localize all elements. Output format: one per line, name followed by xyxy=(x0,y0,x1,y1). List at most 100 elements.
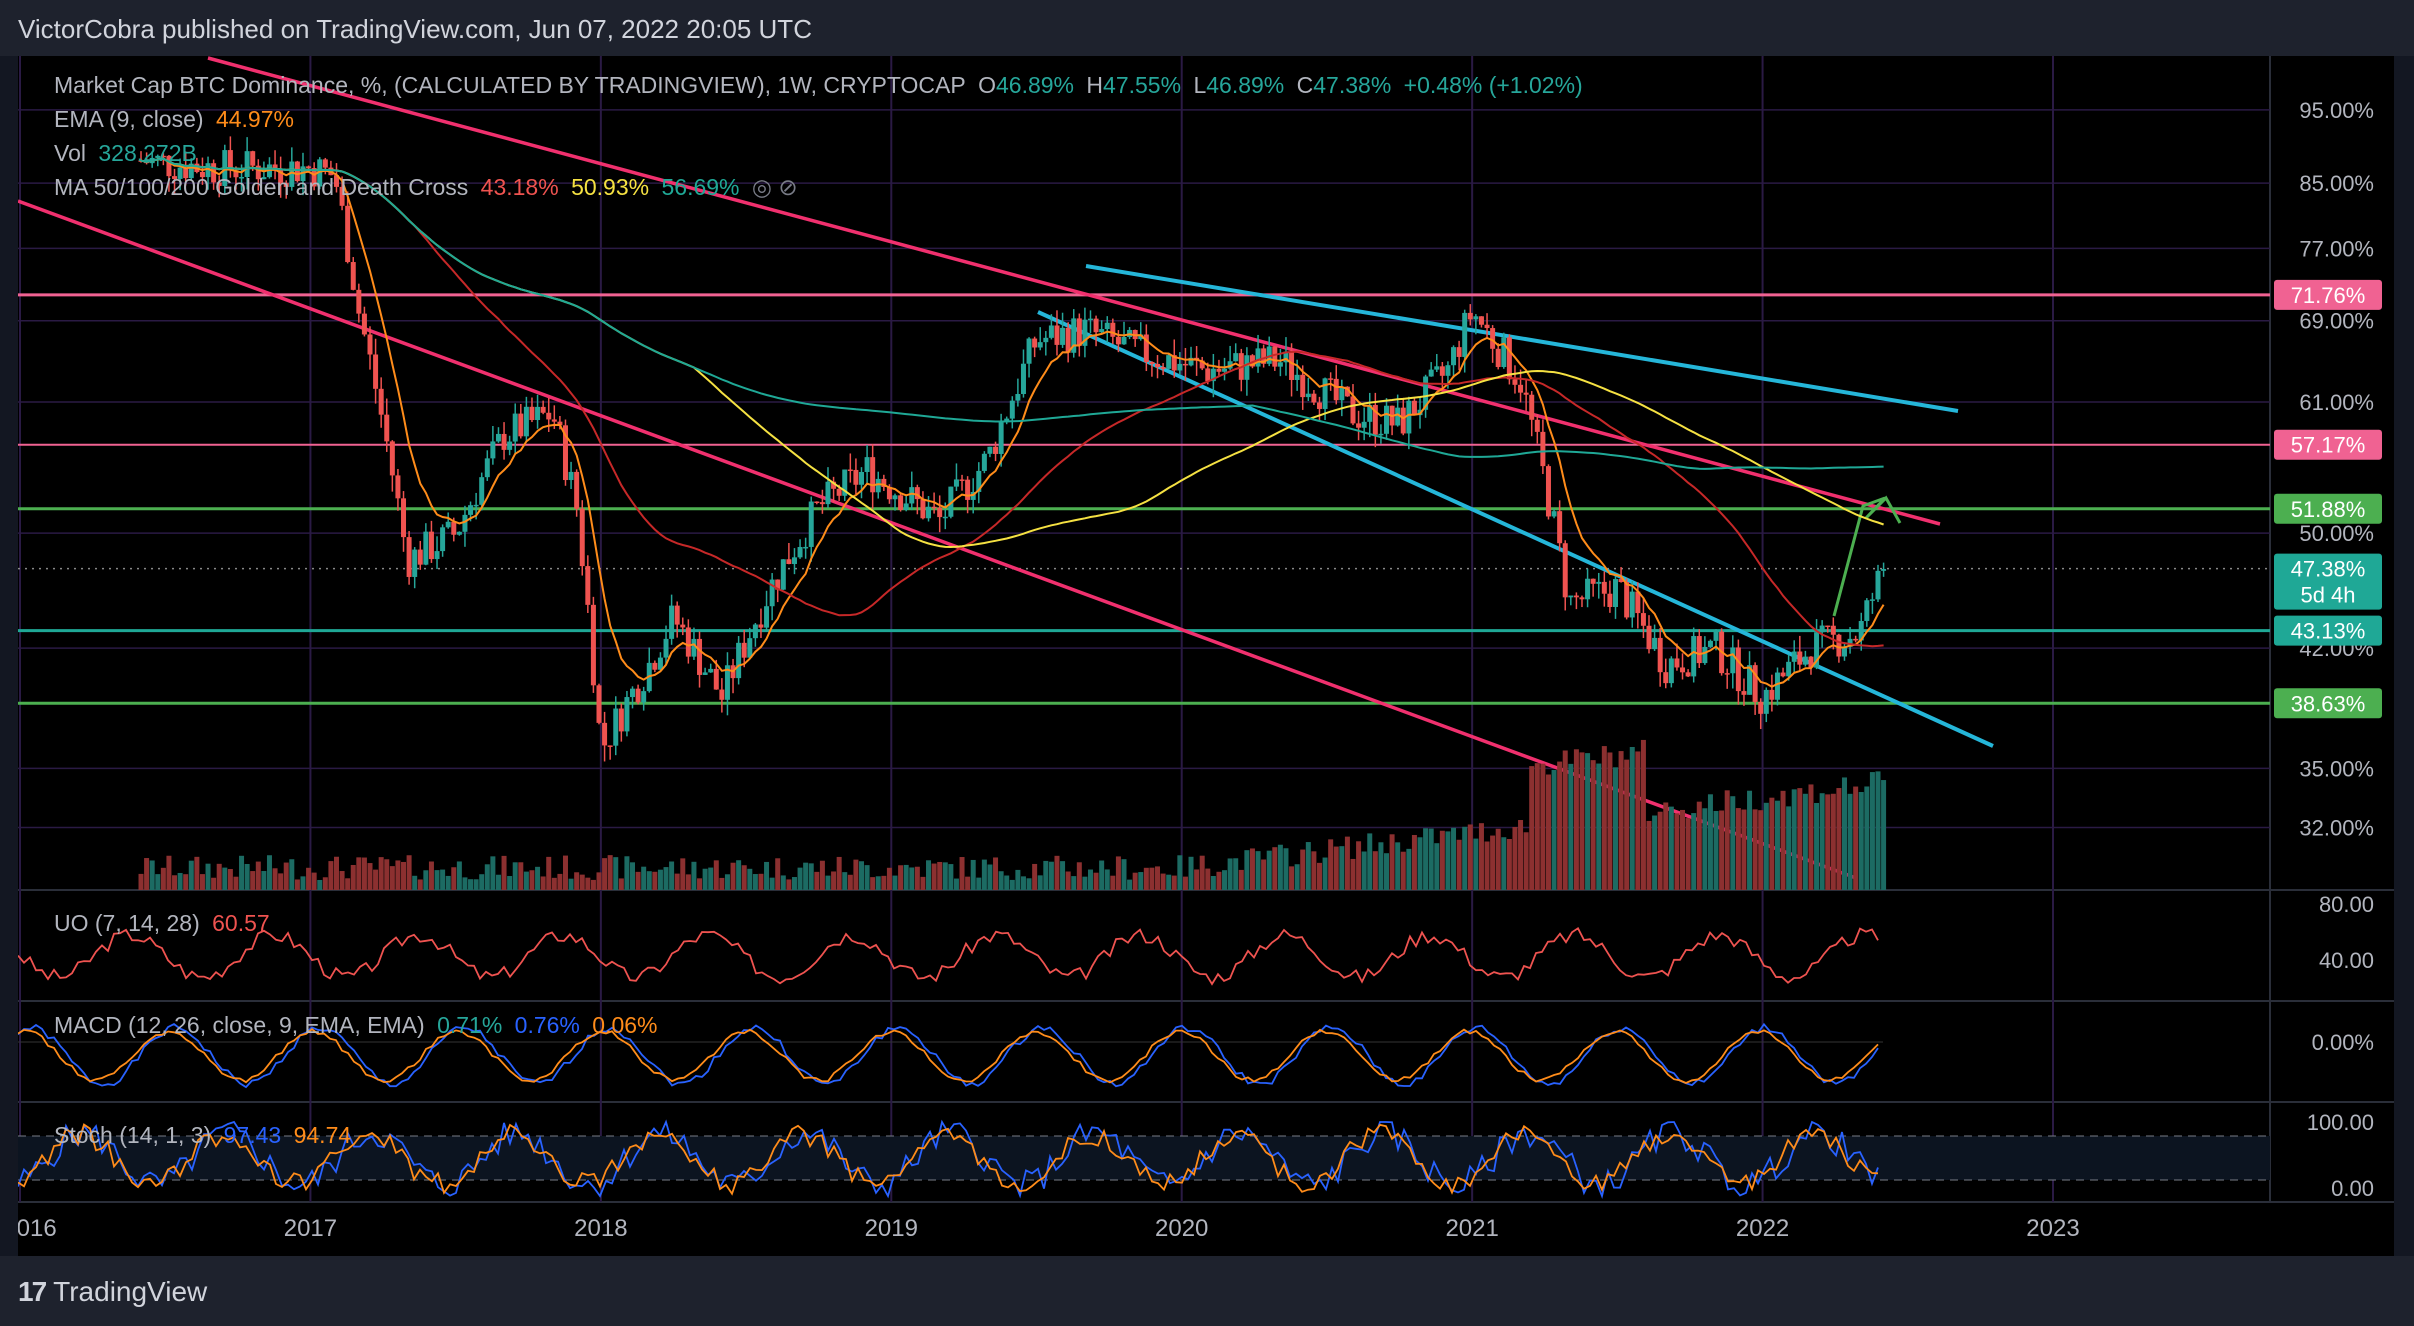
volume-bar xyxy=(1562,750,1568,890)
volume-bar xyxy=(1076,862,1082,890)
volume-bar xyxy=(211,877,217,890)
x-tick-label: 2019 xyxy=(865,1215,918,1242)
candle-body xyxy=(898,495,904,510)
candle-body xyxy=(853,469,859,485)
volume-bar xyxy=(1467,824,1473,890)
stoch-legend: Stoch (14, 1, 3) 97.43 94.74 xyxy=(54,1122,357,1149)
volume-bar xyxy=(568,878,574,890)
candle-body xyxy=(1087,318,1093,321)
volume-bar xyxy=(523,871,529,890)
candle-body xyxy=(1400,407,1406,434)
candle-body xyxy=(1808,656,1814,668)
ema-line xyxy=(140,157,1885,688)
volume-bar xyxy=(1646,820,1652,890)
price-label-text: 47.38% xyxy=(2291,557,2366,582)
volume-bar xyxy=(1411,834,1417,890)
candle-body xyxy=(1305,393,1311,398)
candle-body xyxy=(322,159,328,168)
candle-body xyxy=(428,531,434,560)
candle-body xyxy=(278,169,284,183)
candle-body xyxy=(255,165,261,180)
candle-body xyxy=(1093,318,1099,333)
volume-bar xyxy=(1439,830,1445,890)
candle-body xyxy=(1534,419,1540,432)
volume-bar xyxy=(1020,876,1026,890)
candle-body xyxy=(1199,360,1205,369)
candle-body xyxy=(758,624,764,628)
candle-body xyxy=(797,547,803,558)
publish-info: VictorCobra published on TradingView.com… xyxy=(18,14,812,44)
candle-body xyxy=(574,471,580,509)
volume-bar xyxy=(1802,793,1808,890)
volume-bar xyxy=(244,863,250,890)
candle-body xyxy=(909,487,915,504)
volume-bar xyxy=(657,869,663,890)
candle-body xyxy=(389,441,395,476)
candle-body xyxy=(160,155,166,158)
tradingview-brand[interactable]: 17 TradingView xyxy=(18,1276,207,1308)
candle-body xyxy=(1065,327,1071,353)
candle-body xyxy=(1797,651,1803,665)
candle-body xyxy=(1082,319,1088,346)
candle-body xyxy=(1428,369,1434,377)
volume-bar xyxy=(395,860,401,890)
volume-bar xyxy=(1026,878,1032,890)
volume-bar xyxy=(981,859,987,890)
candle-body xyxy=(1266,346,1272,364)
volume-bar xyxy=(613,857,619,890)
candle-body xyxy=(1339,386,1345,401)
volume-bar xyxy=(646,871,652,890)
volume-bar xyxy=(1445,831,1451,890)
candle-body xyxy=(1551,511,1557,517)
candle-body xyxy=(1668,658,1674,684)
volume-bar xyxy=(311,872,317,890)
candle-body xyxy=(1054,325,1060,345)
y-tick-label: 61.00% xyxy=(2299,390,2374,415)
price-chart[interactable]: 2016 2017 2018 2019 2020 2021 2022 2023 95.00% 85… xyxy=(18,56,2394,1256)
volume-bar xyxy=(1434,843,1440,890)
candle-body xyxy=(423,531,429,565)
volume-bar xyxy=(1328,839,1334,890)
candle-body xyxy=(1032,338,1038,348)
volume-bar xyxy=(1048,861,1054,890)
volume-bar xyxy=(1350,858,1356,890)
candle-body xyxy=(1071,318,1077,353)
volume-bar xyxy=(1367,833,1373,890)
volume-bar xyxy=(1629,746,1635,890)
candle-body xyxy=(1473,316,1479,320)
candle-body xyxy=(747,638,753,658)
y-tick-label: 77.00% xyxy=(2299,236,2374,261)
volume-bar xyxy=(1506,839,1512,890)
candle-body xyxy=(451,521,457,535)
candle-body xyxy=(1875,570,1881,600)
volume-bar xyxy=(836,856,842,890)
candle-body xyxy=(886,486,892,500)
candle-body xyxy=(1160,367,1166,369)
macd-signal-line xyxy=(18,1028,1879,1084)
candle-body xyxy=(1506,337,1512,380)
ma200-value: 56.69% xyxy=(661,174,740,200)
candle-body xyxy=(1115,336,1121,345)
chart-area[interactable]: 2016 2017 2018 2019 2020 2021 2022 2023 95.00% 85… xyxy=(18,56,2394,1256)
volume-bar xyxy=(317,879,323,890)
candle-body xyxy=(1233,353,1239,362)
volume-bar xyxy=(825,875,831,890)
volume-bar xyxy=(618,878,624,890)
candle-body xyxy=(931,506,937,509)
candle-body xyxy=(406,537,412,577)
volume-bar xyxy=(1244,850,1250,890)
volume-bar xyxy=(752,874,758,890)
volume-bar xyxy=(1769,797,1775,890)
candle-body xyxy=(1121,337,1127,345)
volume-bar xyxy=(373,869,379,890)
candle-body xyxy=(1774,672,1780,700)
volume-bar xyxy=(1791,789,1797,890)
candle-body xyxy=(1881,568,1887,571)
candle-body xyxy=(250,151,256,166)
volume-bar xyxy=(255,861,261,890)
candle-body xyxy=(1568,595,1574,598)
candle-body xyxy=(674,605,680,625)
candle-body xyxy=(1680,667,1686,673)
candle-body xyxy=(1847,638,1853,647)
volume-bar xyxy=(250,871,256,890)
